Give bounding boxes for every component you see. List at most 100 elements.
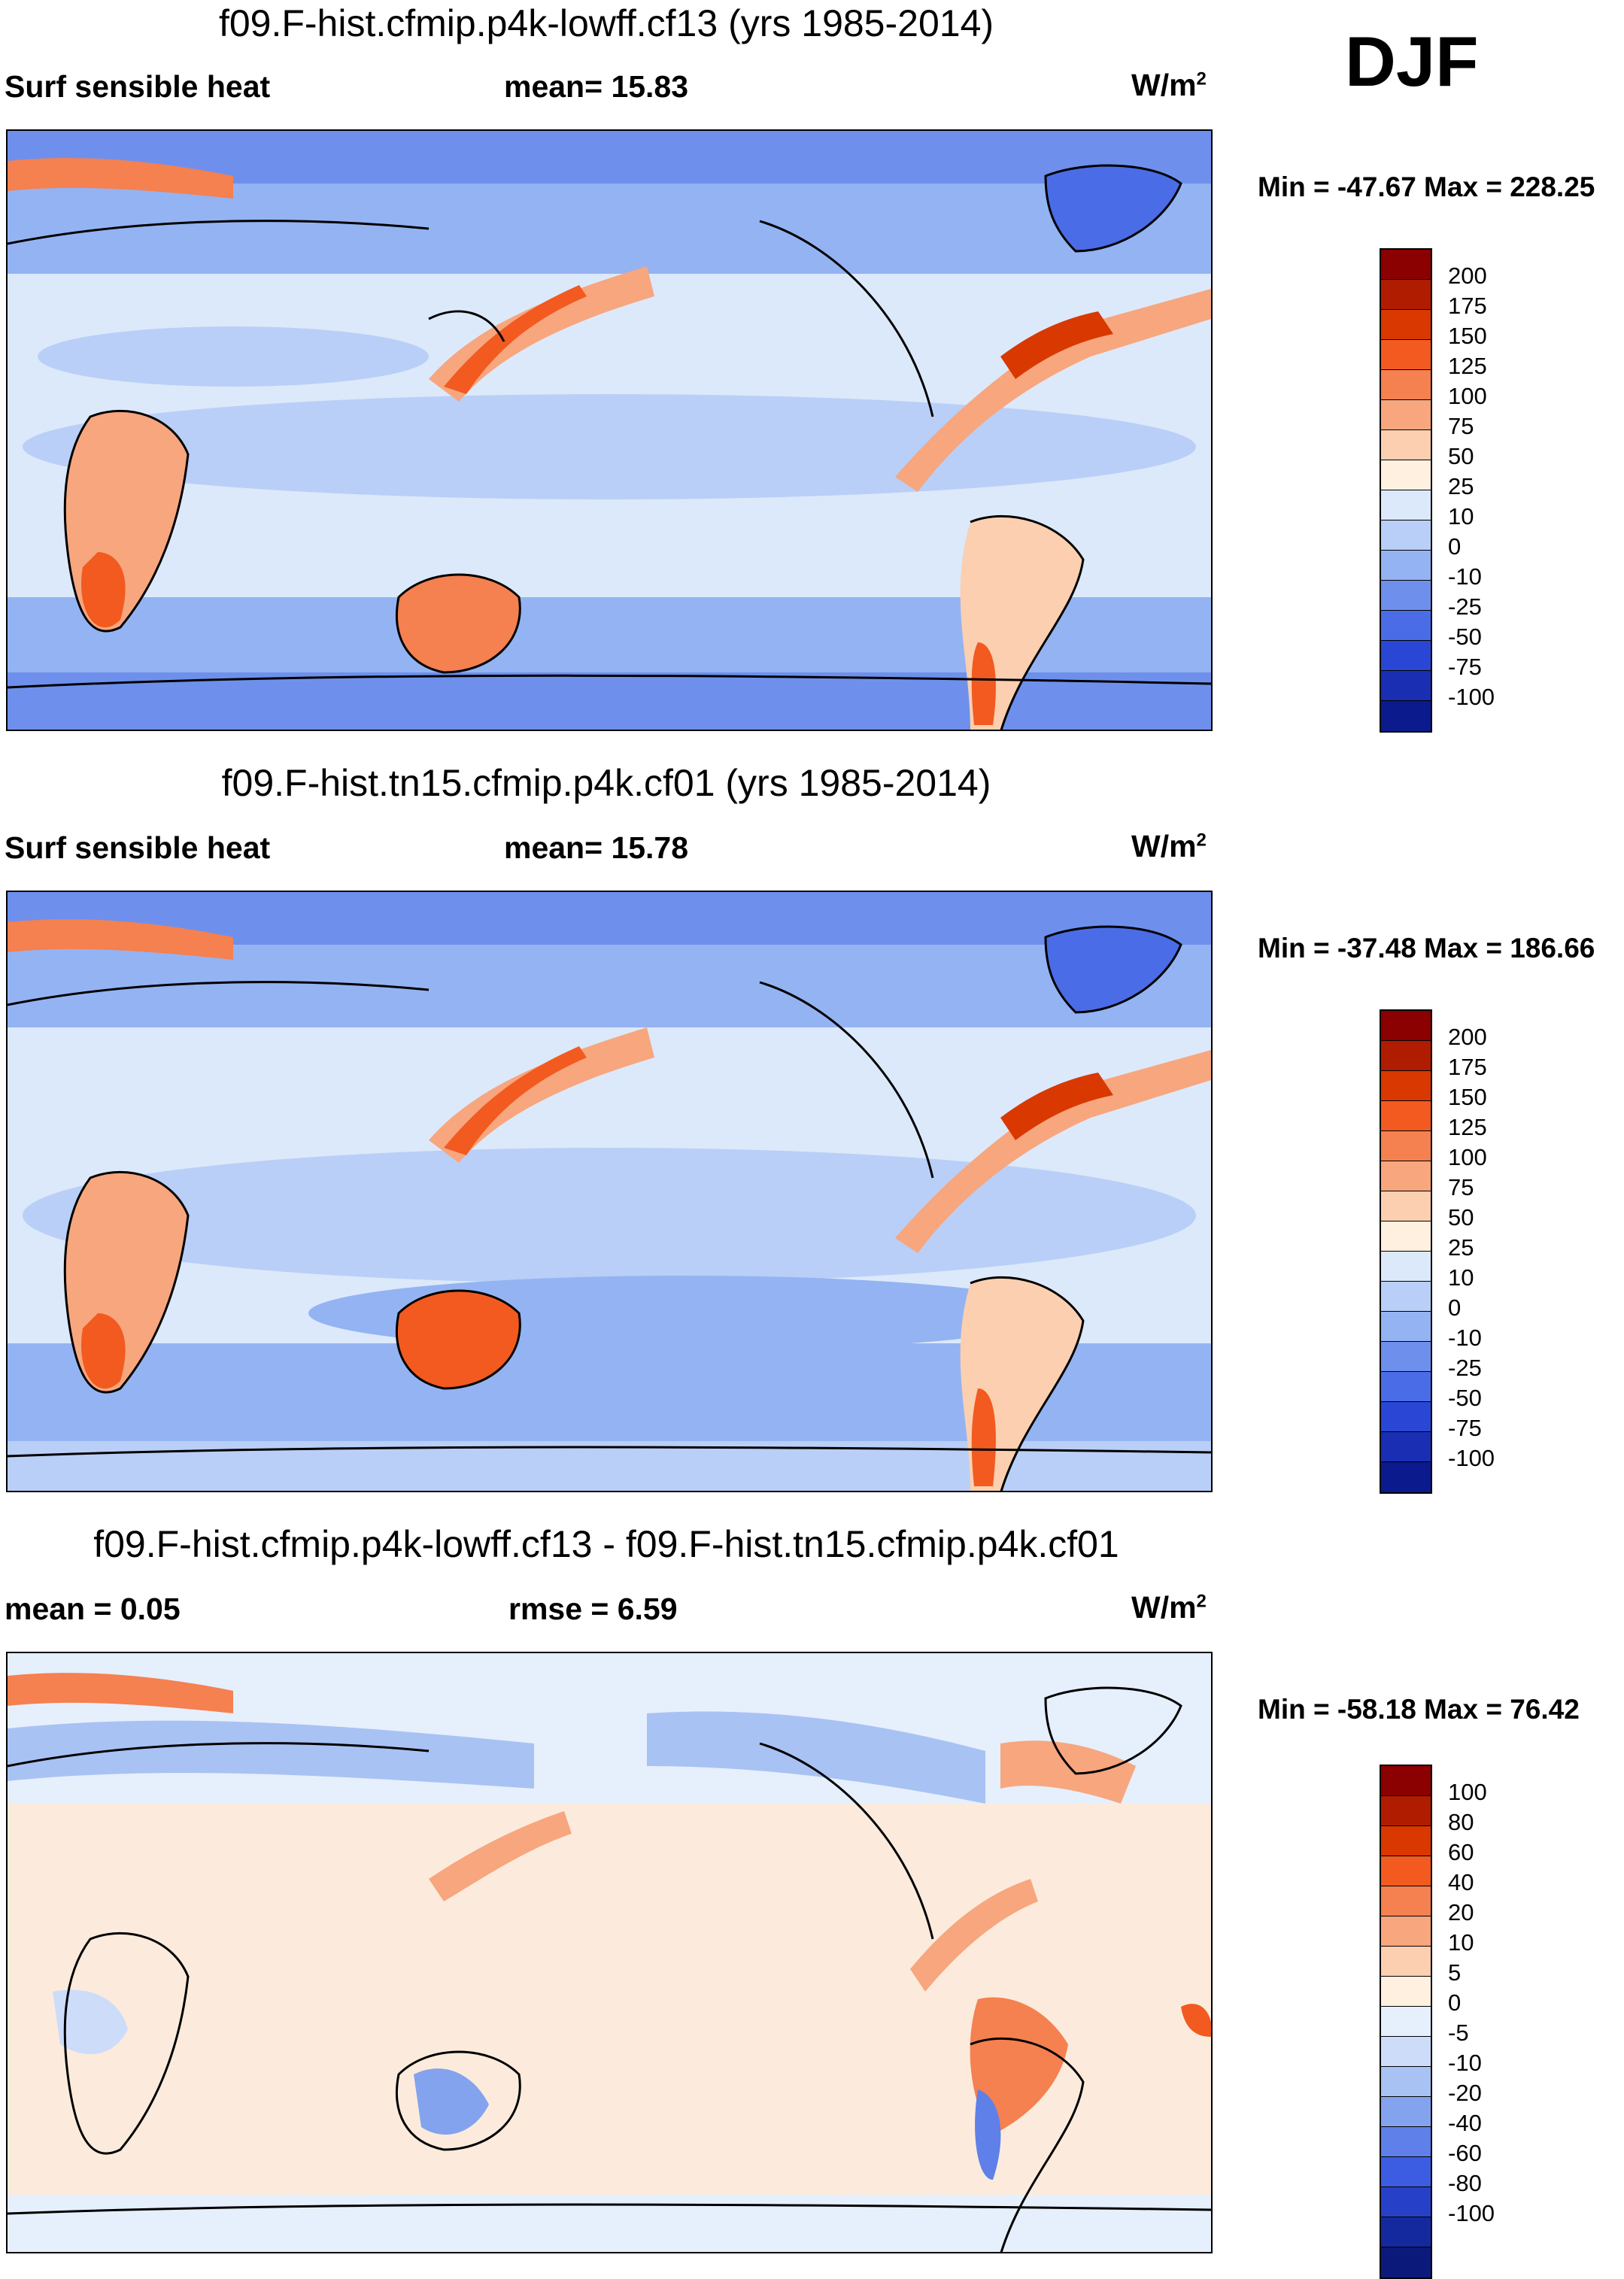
panel-1-title: f09.F-hist.cfmip.p4k-lowff.cf13 (yrs 198…: [218, 2, 994, 44]
panel-2-colorbar-swatch: [1381, 1191, 1431, 1221]
panel-3-colorbar-swatch: [1381, 1766, 1431, 1796]
panel-3-colorbar-swatch: [1381, 1856, 1431, 1886]
panel-1-colorbar-swatch: [1381, 370, 1431, 400]
panel-1-colorbar-tick: 75: [1448, 413, 1474, 439]
panel-2-colorbar-tick: -50: [1448, 1385, 1482, 1411]
panel-2-colorbar-swatch: [1381, 1342, 1431, 1372]
panel-2-colorbar-swatch: [1381, 1131, 1431, 1161]
panel-3-title: f09.F-hist.cfmip.p4k-lowff.cf13 - f09.F-…: [93, 1523, 1119, 1565]
panel-3-colorbar-tick: -5: [1448, 2020, 1469, 2046]
panel-1-colorbar-swatch: [1381, 460, 1431, 490]
panel-3-colorbar-swatch: [1381, 2187, 1431, 2217]
panel-2-colorbar-swatch: [1381, 1041, 1431, 1071]
panel-1-colorbar-swatch: [1381, 280, 1431, 310]
panel-1-colorbar-swatch: [1381, 310, 1431, 340]
panel-3-colorbar-swatch: [1381, 2067, 1431, 2097]
panel-3-map: [6, 1652, 1213, 2253]
panel-2-map: [6, 891, 1213, 1492]
panel-1-colorbar-swatch: [1381, 581, 1431, 611]
panel-1-colorbar: [1380, 248, 1432, 733]
panel-1-min-max: Min = -47.67 Max = 228.25: [1258, 171, 1595, 202]
panel-1-map-svg: [8, 131, 1211, 730]
panel-2-colorbar-swatch: [1381, 1101, 1431, 1131]
panel-2-colorbar-tick: 100: [1448, 1144, 1487, 1170]
panel-3-colorbar-swatch: [1381, 2097, 1431, 2127]
panel-2-colorbar-tick: 150: [1448, 1084, 1487, 1110]
panel-2-colorbar-swatch: [1381, 1282, 1431, 1312]
panel-1-colorbar-swatch: [1381, 490, 1431, 520]
panel-2-units: W/m2: [1131, 829, 1207, 863]
panel-2-colorbar-tick: 75: [1448, 1174, 1474, 1200]
panel-2-colorbar-swatch: [1381, 1071, 1431, 1101]
panel-3-colorbar-swatch: [1381, 1796, 1431, 1826]
panel-3-colorbar-tick: -20: [1448, 2080, 1482, 2106]
panel-2-colorbar-tick: 0: [1448, 1294, 1462, 1321]
panel-1-colorbar-tick: 150: [1448, 323, 1487, 349]
panel-1-colorbar-tick: -75: [1448, 654, 1482, 680]
panel-3-colorbar-swatch: [1381, 1886, 1431, 1916]
panel-3-colorbar-tick: 60: [1448, 1839, 1474, 1865]
panel-2-colorbar-swatch: [1381, 1372, 1431, 1402]
panel-2-colorbar-swatch: [1381, 1462, 1431, 1492]
panel-2-title: f09.F-hist.tn15.cfmip.p4k.cf01 (yrs 1985…: [221, 762, 991, 804]
panel-3-colorbar-tick: -60: [1448, 2140, 1482, 2166]
panel-3-colorbar-tick: 100: [1448, 1779, 1487, 1805]
panel-3-colorbar-tick: -10: [1448, 2050, 1482, 2076]
panel-2-colorbar-swatch: [1381, 1221, 1431, 1252]
panel-2-colorbar-tick: 175: [1448, 1054, 1487, 1080]
panel-2-colorbar-tick: 125: [1448, 1114, 1487, 1140]
panel-1-colorbar-tick: 10: [1448, 503, 1474, 530]
panel-1-units: W/m2: [1131, 68, 1207, 102]
panel-2-colorbar-tick: -25: [1448, 1355, 1482, 1381]
panel-2-colorbar-swatch: [1381, 1011, 1431, 1041]
panel-2-min-max: Min = -37.48 Max = 186.66: [1258, 933, 1595, 963]
panel-3-colorbar-swatch: [1381, 1916, 1431, 1947]
panel-2-colorbar-tick: 25: [1448, 1234, 1474, 1261]
panel-1-colorbar-swatch: [1381, 430, 1431, 460]
panel-2-colorbar: [1380, 1009, 1432, 1494]
panel-3-colorbar-tick: 20: [1448, 1899, 1474, 1925]
panel-2-mean-label: mean= 15.78: [504, 830, 689, 865]
panel-3-colorbar-tick: 0: [1448, 1989, 1462, 2016]
panel-2-colorbar-swatch: [1381, 1252, 1431, 1282]
panel-2-colorbar-tick: -10: [1448, 1325, 1482, 1351]
panel-3-colorbar-swatch: [1381, 2247, 1431, 2277]
panel-1-colorbar-tick: 125: [1448, 353, 1487, 379]
panel-1-colorbar-swatch: [1381, 551, 1431, 581]
panel-1-colorbar-swatch: [1381, 701, 1431, 731]
panel-3-colorbar-tick: -100: [1448, 2200, 1495, 2226]
panel-3-colorbar-swatch: [1381, 2217, 1431, 2247]
panel-2-colorbar-tick: -100: [1448, 1445, 1495, 1471]
panel-1-colorbar-tick: 25: [1448, 473, 1474, 499]
panel-1-variable-label: Surf sensible heat: [5, 69, 271, 104]
panel-3-colorbar-swatch: [1381, 2157, 1431, 2187]
panel-1-colorbar-swatch: [1381, 400, 1431, 430]
panel-2-map-svg: [8, 892, 1211, 1491]
panel-1-colorbar-swatch: [1381, 641, 1431, 671]
panel-1-map: [6, 129, 1213, 731]
panel-2-colorbar-swatch: [1381, 1161, 1431, 1191]
panel-2-colorbar-swatch: [1381, 1402, 1431, 1432]
panel-3-colorbar-swatch: [1381, 2007, 1431, 2037]
panel-2-colorbar-swatch: [1381, 1312, 1431, 1342]
panel-1-mean-label: mean= 15.83: [504, 69, 689, 104]
panel-3-rmse-label: rmse = 6.59: [508, 1592, 678, 1626]
panel-1-colorbar-tick: -50: [1448, 624, 1482, 650]
panel-2-variable-label: Surf sensible heat: [5, 830, 271, 865]
panel-1-colorbar-swatch: [1381, 671, 1431, 701]
panel-1-colorbar-tick: 200: [1448, 262, 1487, 289]
panel-3-colorbar-swatch: [1381, 2127, 1431, 2157]
panel-1-colorbar-tick: 100: [1448, 383, 1487, 409]
panel-3-colorbar-tick: -80: [1448, 2170, 1482, 2196]
panel-3-colorbar-tick: 5: [1448, 1959, 1462, 1986]
panel-1-colorbar-swatch: [1381, 520, 1431, 551]
panel-2-colorbar-tick: 50: [1448, 1204, 1474, 1231]
panel-1-colorbar-tick: 175: [1448, 293, 1487, 319]
panel-3-units: W/m2: [1131, 1590, 1207, 1625]
panel-2-colorbar-tick: -75: [1448, 1415, 1482, 1441]
panel-1-colorbar-tick: -25: [1448, 593, 1482, 620]
panel-3-colorbar-tick: 40: [1448, 1869, 1474, 1895]
panel-3-colorbar-swatch: [1381, 1977, 1431, 2007]
panel-2-colorbar-tick: 200: [1448, 1024, 1487, 1050]
panel-3-colorbar-tick: 10: [1448, 1929, 1474, 1956]
